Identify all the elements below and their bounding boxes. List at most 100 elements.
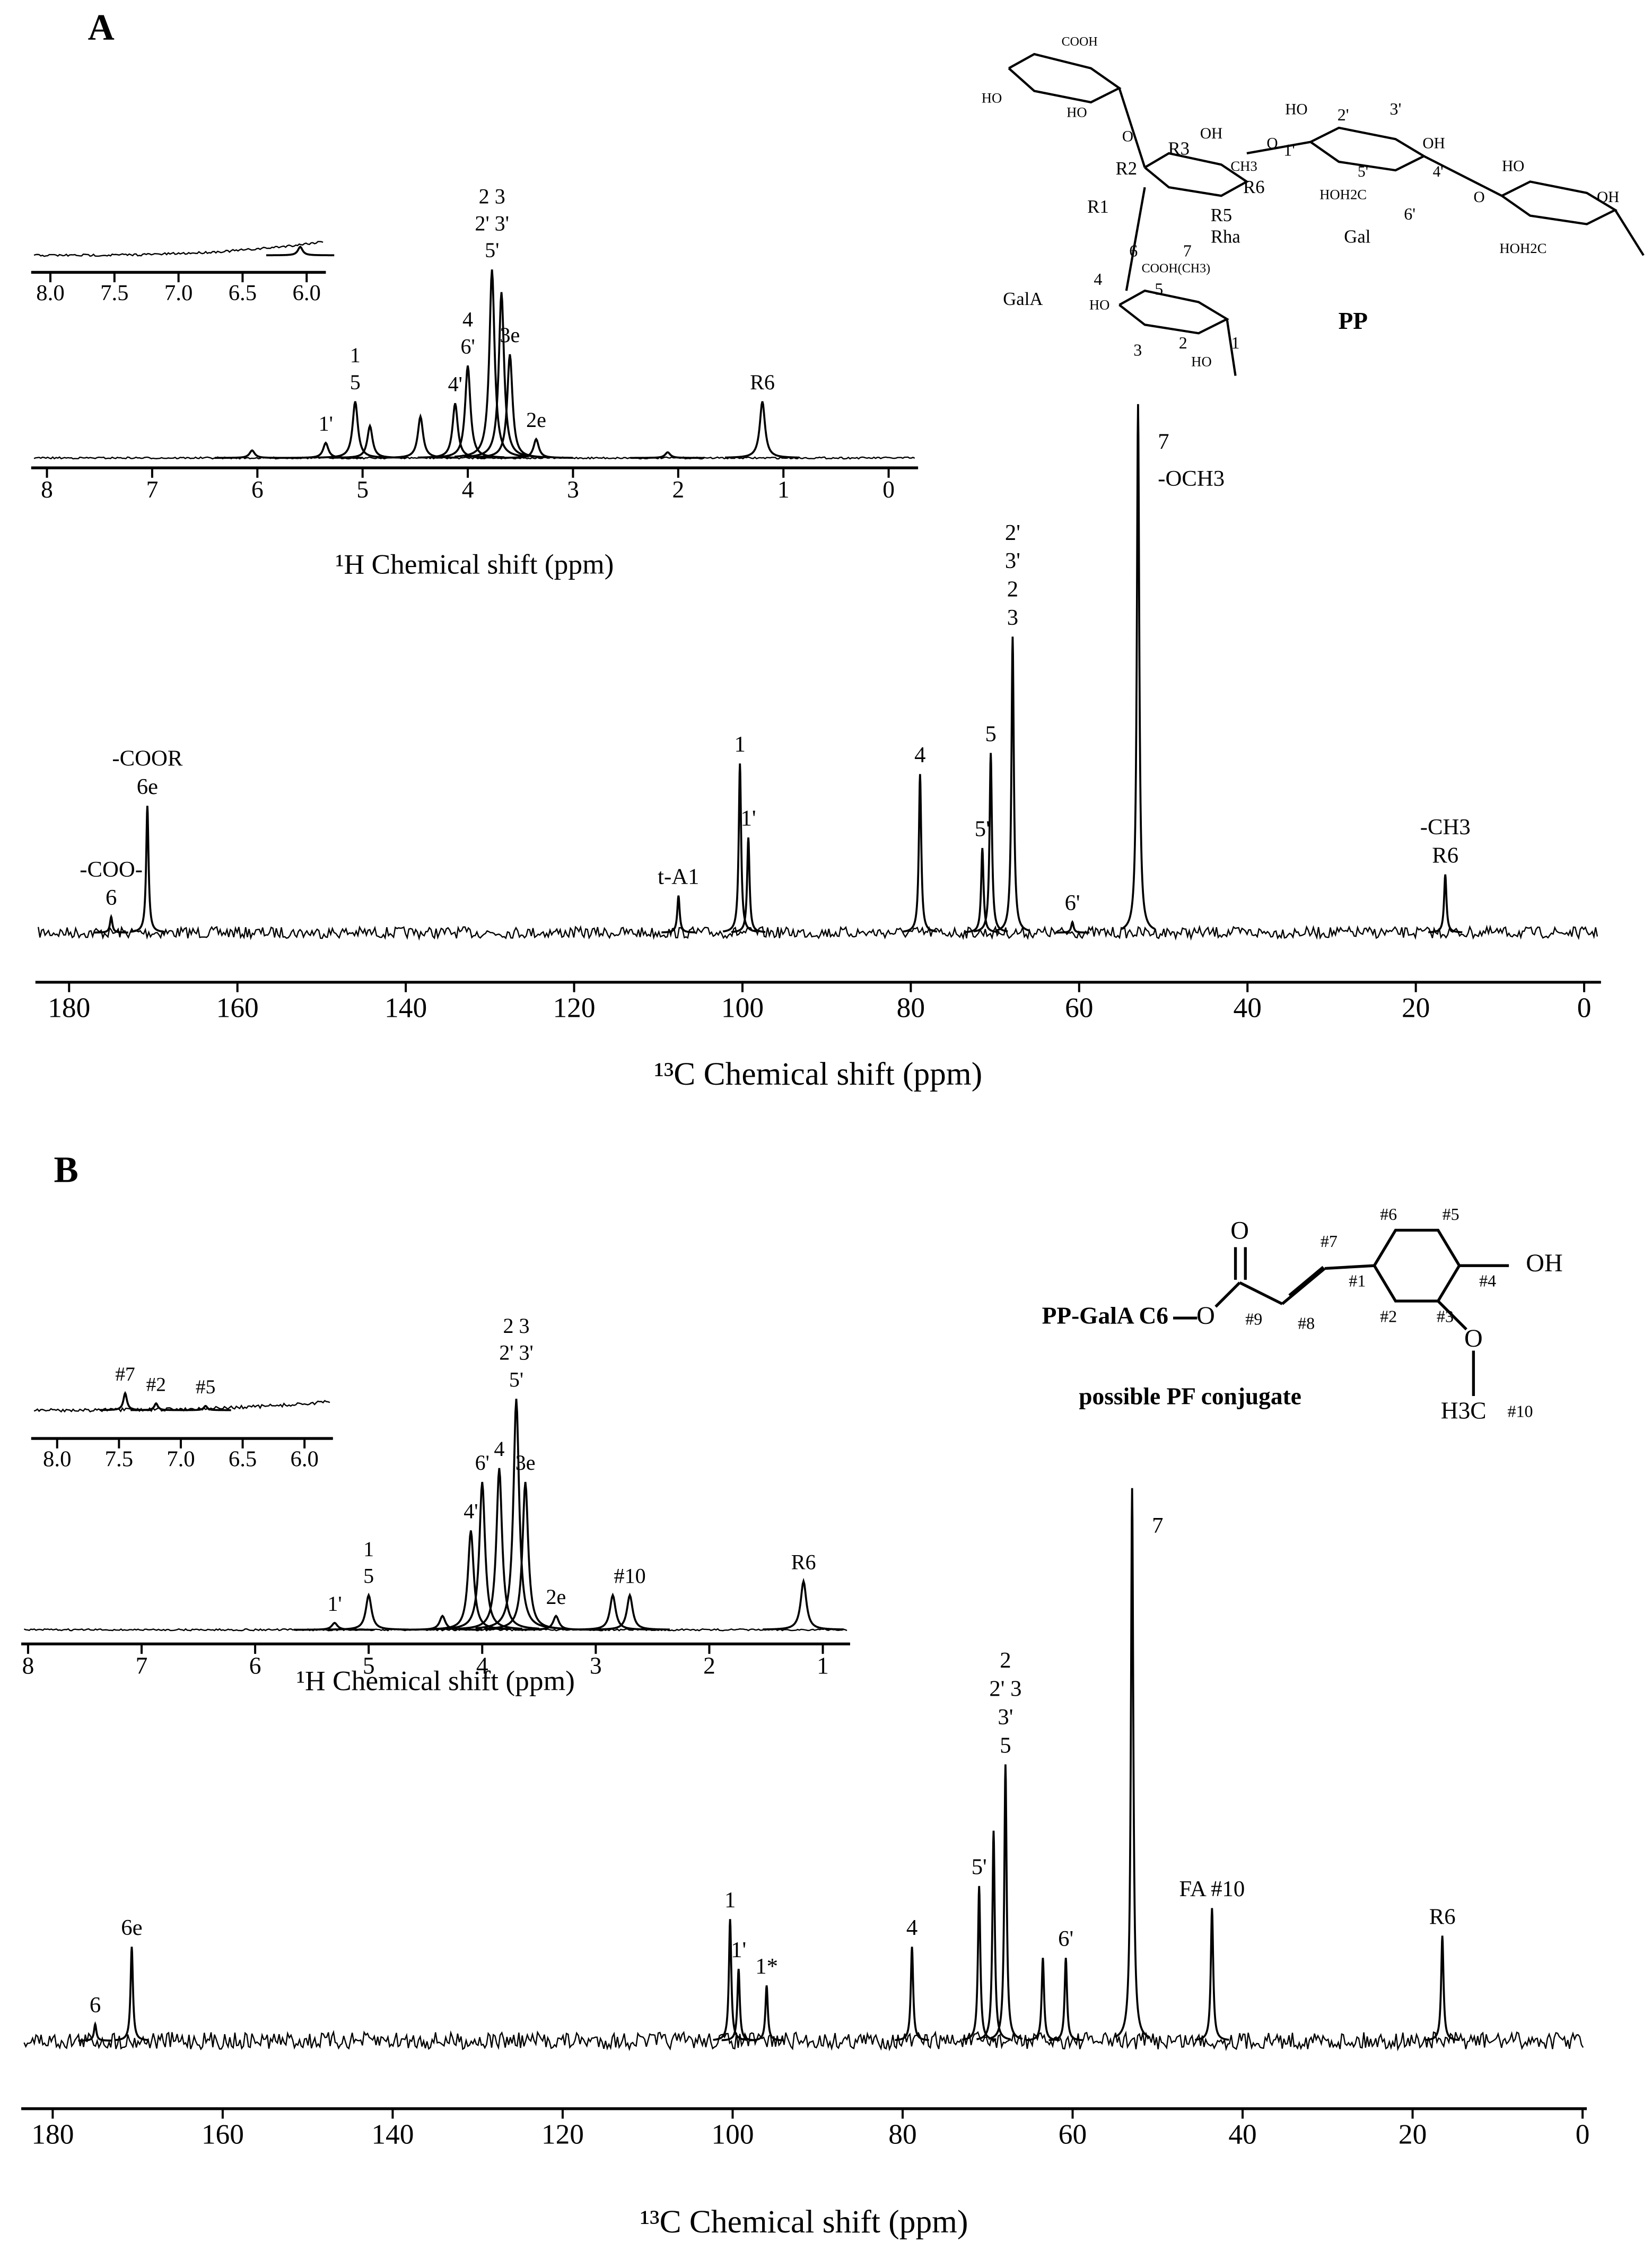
x-tick-label: 8.0	[43, 1447, 71, 1472]
x-tick-label: 20	[1402, 992, 1430, 1024]
peak-label: FA #10	[1179, 1877, 1245, 1901]
bond	[1214, 1281, 1241, 1308]
ring	[1118, 289, 1229, 335]
structure-label: OH	[1422, 135, 1445, 152]
structure-label: R1	[1087, 196, 1109, 217]
structure-label: O	[1122, 128, 1133, 145]
x-tick-label: 140	[384, 992, 427, 1024]
peak-label: R6	[1429, 1904, 1456, 1929]
peak-label: 1	[724, 1888, 736, 1913]
peak	[115, 1947, 149, 2042]
bond	[1246, 141, 1311, 155]
x-tick-label: 160	[202, 2118, 244, 2150]
x-tick-label: 40	[1228, 2118, 1256, 2150]
peak-label: -COOR	[112, 746, 182, 771]
peak	[430, 365, 505, 459]
peak	[441, 1481, 522, 1630]
x-tick-label: 7.5	[100, 281, 128, 306]
x-axis-label: ¹³C Chemical shift (ppm)	[654, 1056, 982, 1092]
peak	[266, 246, 335, 257]
x-tick-label: 100	[711, 2118, 754, 2150]
x-tick-label: 8.0	[36, 281, 64, 306]
peak	[472, 354, 547, 458]
x-tick-label: 7.0	[164, 281, 193, 306]
peak-label: 1'	[327, 1592, 342, 1616]
structure-label: 1	[1231, 333, 1240, 352]
bond	[1288, 1266, 1324, 1297]
structure-label: 5'	[1358, 163, 1368, 180]
peak	[454, 269, 529, 458]
bond	[1118, 88, 1146, 168]
peak	[1428, 874, 1463, 934]
peak	[965, 848, 1000, 934]
x-tick-label: 180	[48, 992, 90, 1024]
peak	[722, 763, 757, 933]
peak	[94, 914, 128, 934]
peak-label: 5	[1000, 1733, 1011, 1758]
peak-label: 3'	[998, 1705, 1013, 1730]
peak-label: 4'	[464, 1499, 478, 1523]
x-tick-label: 5	[363, 1652, 375, 1679]
structure-pf	[1173, 1228, 1509, 1396]
x-tick-label: 0	[1577, 992, 1592, 1024]
peak	[78, 2021, 112, 2042]
peak-label: 2	[1007, 577, 1018, 602]
x-tick-label: 6.0	[290, 1447, 318, 1472]
peak	[475, 1399, 556, 1629]
x-tick-label: 180	[31, 2118, 74, 2150]
bond	[1437, 1300, 1467, 1331]
structure-label: R2	[1116, 158, 1138, 179]
peak-label: 2e	[526, 408, 546, 432]
x-tick-label: 5	[356, 476, 369, 503]
peak-label: 4	[462, 308, 473, 331]
x-tick-label: 4	[476, 1652, 488, 1679]
x-axis-label: ¹H Chemical shift (ppm)	[336, 548, 614, 580]
structure-label: OH	[1526, 1249, 1562, 1277]
peak-label: 2 3	[503, 1314, 529, 1338]
x-axis-label: ¹³C Chemical shift (ppm)	[640, 2204, 968, 2239]
peak	[130, 806, 165, 933]
peak-label: 3e	[500, 323, 520, 347]
x-tick-label: 60	[1059, 2118, 1087, 2150]
bond	[1226, 319, 1237, 376]
structure-label: PP-GalA C6	[1042, 1302, 1168, 1329]
peak-label: R6	[1432, 843, 1458, 868]
structure-label: COOH(CH3)	[1142, 262, 1211, 276]
structure-label: #3	[1437, 1306, 1454, 1325]
x-tick-label: 6	[249, 1652, 261, 1679]
peak-label: 6e	[137, 774, 158, 799]
structure-label: 3	[1133, 340, 1142, 359]
x-tick-label: 160	[216, 992, 259, 1024]
structure-label: #9	[1245, 1310, 1262, 1329]
x-tick-label: 20	[1398, 2118, 1427, 2150]
peak-label: 2' 3	[989, 1676, 1021, 1701]
bond	[1239, 1281, 1283, 1305]
x-tick-label: 0	[882, 476, 895, 503]
peak-label: 1'	[731, 1938, 746, 1962]
structure-label: COOH	[1062, 35, 1098, 49]
structure-label: 1'	[1283, 141, 1295, 160]
peak	[318, 401, 392, 459]
peak-label: 6e	[121, 1915, 142, 1940]
x-tick-label: 0	[1576, 2118, 1590, 2150]
structure-label: HO	[1191, 354, 1212, 370]
structure-label: PP	[1339, 308, 1368, 334]
structure-label: #1	[1349, 1271, 1366, 1290]
x-tick-label: 40	[1234, 992, 1262, 1024]
structure-label: #8	[1298, 1314, 1315, 1333]
peak-label: 4	[494, 1437, 504, 1461]
baseline-noise	[33, 1400, 330, 1413]
structure-label: CH3	[1230, 158, 1257, 174]
peak	[99, 1391, 151, 1411]
baseline-noise	[37, 924, 1598, 941]
structure-label: HO	[982, 90, 1002, 106]
structure-label: GalA	[1003, 289, 1043, 309]
peak-label: 6'	[475, 1451, 490, 1475]
peak	[749, 1985, 784, 2042]
peak	[1425, 1935, 1459, 2041]
x-tick-label: 3	[567, 476, 579, 503]
spectrum-chart: 8.0 7.5 7.0 6.5 6.0 #7 #2 #5	[31, 1364, 333, 1472]
peak-label: t-A1	[658, 864, 699, 889]
